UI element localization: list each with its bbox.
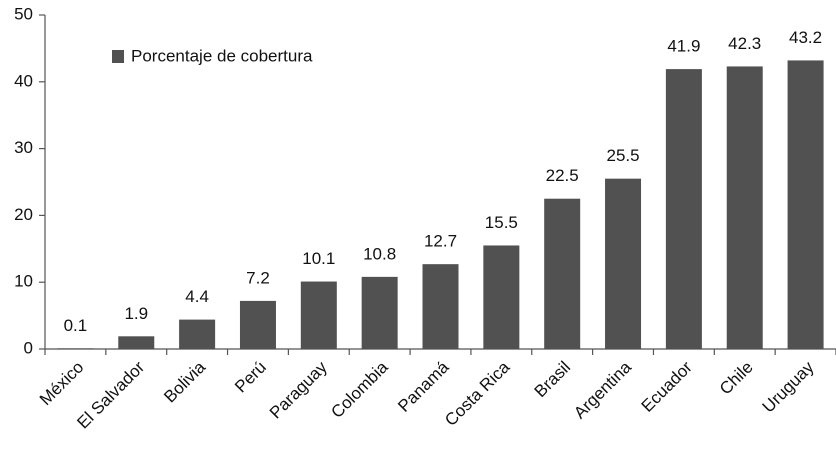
legend-swatch	[112, 50, 124, 63]
x-tick-label: Colombia	[327, 357, 392, 422]
x-tick-label: Bolivia	[160, 357, 209, 406]
y-tick-label: 20	[14, 205, 33, 224]
bar	[361, 276, 398, 349]
value-label: 15.5	[485, 213, 518, 232]
value-label: 22.5	[546, 166, 579, 185]
bar	[483, 245, 520, 349]
y-tick-label: 50	[14, 4, 33, 23]
legend-label: Porcentaje de cobertura	[131, 46, 313, 65]
bar	[726, 66, 763, 349]
value-label: 42.3	[728, 34, 761, 53]
value-label: 4.4	[185, 287, 209, 306]
value-label: 10.1	[302, 249, 335, 268]
bar	[665, 69, 702, 349]
bar	[544, 198, 581, 349]
x-tick-label: Panamá	[394, 357, 453, 416]
y-tick-label: 10	[14, 272, 33, 291]
value-label: 41.9	[667, 37, 700, 56]
y-tick-label: 30	[14, 138, 33, 157]
x-tick-label: Costa Rica	[441, 357, 514, 430]
x-tick-label: Chile	[716, 358, 757, 399]
x-tick-label: Argentina	[570, 357, 635, 422]
bar	[605, 178, 642, 349]
x-tick-label: Brasil	[531, 358, 574, 401]
bar	[787, 60, 824, 349]
bar	[179, 319, 216, 349]
x-tick-label: Paraguay	[266, 357, 331, 422]
y-tick-label: 0	[24, 338, 33, 357]
value-label: 43.2	[789, 28, 822, 47]
y-tick-label: 40	[14, 71, 33, 90]
bar	[57, 348, 94, 349]
value-label: 25.5	[606, 146, 639, 165]
bar	[300, 281, 337, 349]
value-label: 12.7	[424, 232, 457, 251]
value-label: 10.8	[363, 244, 396, 263]
x-tick-label: Perú	[231, 358, 270, 397]
bar	[118, 336, 155, 349]
value-label: 7.2	[246, 268, 270, 287]
x-tick-label: México	[36, 358, 88, 410]
x-tick-label: Ecuador	[638, 357, 696, 415]
value-label: 1.9	[124, 304, 148, 323]
value-label: 0.1	[64, 316, 88, 335]
bar	[422, 264, 459, 349]
x-tick-label: Uruguay	[759, 357, 818, 416]
bar	[239, 300, 276, 349]
